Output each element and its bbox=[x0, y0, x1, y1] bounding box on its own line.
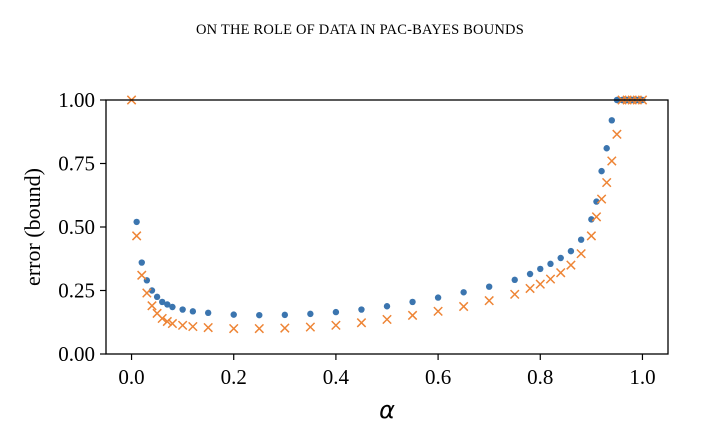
y-tick-label: 0.50 bbox=[58, 215, 95, 239]
data-point bbox=[566, 260, 576, 270]
data-point bbox=[162, 316, 173, 327]
data-point bbox=[280, 323, 290, 333]
data-point bbox=[204, 309, 212, 317]
data-point bbox=[169, 303, 176, 311]
data-point bbox=[586, 231, 597, 241]
series-2 bbox=[126, 95, 648, 334]
data-point bbox=[177, 320, 188, 331]
data-point bbox=[603, 145, 610, 152]
data-point bbox=[382, 314, 392, 325]
data-point bbox=[484, 295, 494, 306]
data-point bbox=[485, 283, 493, 290]
data-point bbox=[557, 254, 564, 262]
data-point bbox=[159, 298, 166, 306]
data-point bbox=[307, 310, 314, 318]
data-point bbox=[131, 231, 142, 241]
data-point bbox=[567, 247, 575, 255]
data-point bbox=[591, 212, 602, 222]
x-tick-label: 0.4 bbox=[323, 365, 350, 389]
data-point bbox=[164, 301, 171, 308]
data-point bbox=[537, 265, 544, 273]
data-point bbox=[142, 288, 152, 298]
data-point bbox=[511, 276, 518, 284]
y-axis-ticks: 0.00 0.25 0.50 0.75 1.00 bbox=[58, 88, 106, 366]
data-point bbox=[596, 194, 607, 204]
data-point bbox=[281, 311, 289, 319]
plot-frame bbox=[105, 99, 669, 355]
data-point bbox=[228, 323, 239, 334]
data-point bbox=[535, 279, 546, 289]
data-point bbox=[576, 248, 586, 259]
data-point bbox=[147, 301, 157, 311]
data-point bbox=[509, 289, 520, 300]
x-tick-label: 0.8 bbox=[527, 365, 553, 389]
data-point bbox=[383, 303, 391, 310]
data-point bbox=[547, 260, 554, 268]
data-point bbox=[179, 306, 186, 313]
data-point bbox=[526, 270, 534, 278]
data-point bbox=[133, 218, 140, 226]
data-point bbox=[331, 320, 341, 331]
x-axis-ticks: 0.0 0.2 0.4 0.6 0.8 1.0 bbox=[118, 354, 656, 389]
y-tick-label: 0.00 bbox=[58, 342, 95, 366]
data-marks bbox=[126, 95, 648, 334]
data-point bbox=[305, 322, 316, 332]
y-tick-label: 1.00 bbox=[58, 88, 95, 112]
data-point bbox=[157, 313, 167, 324]
data-point bbox=[607, 156, 617, 166]
y-axis-label: error (bound) bbox=[20, 168, 45, 286]
data-point bbox=[433, 306, 443, 317]
data-point bbox=[555, 267, 566, 278]
data-point bbox=[137, 270, 147, 280]
data-point bbox=[230, 311, 237, 318]
data-point bbox=[434, 294, 442, 301]
data-point bbox=[525, 283, 535, 294]
running-header: ON THE ROLE OF DATA IN PAC-BAYES BOUNDS bbox=[196, 22, 524, 38]
data-point bbox=[358, 306, 365, 313]
data-point bbox=[409, 298, 416, 306]
data-point bbox=[577, 236, 585, 243]
data-point bbox=[167, 318, 178, 329]
data-point bbox=[332, 308, 340, 316]
data-point bbox=[256, 311, 263, 319]
data-point bbox=[138, 259, 145, 266]
data-point bbox=[598, 167, 605, 175]
data-point bbox=[153, 293, 161, 301]
data-point bbox=[601, 177, 612, 188]
x-axis-label: α bbox=[379, 396, 395, 424]
y-tick-label: 0.25 bbox=[58, 279, 95, 303]
data-point bbox=[458, 301, 469, 312]
data-point bbox=[545, 274, 556, 284]
y-tick-label: 0.75 bbox=[58, 152, 95, 176]
data-point bbox=[407, 310, 418, 321]
data-point bbox=[460, 289, 467, 296]
data-point bbox=[189, 308, 197, 315]
x-tick-label: 1.0 bbox=[629, 365, 655, 389]
data-point bbox=[203, 322, 213, 333]
data-point bbox=[612, 129, 622, 140]
x-tick-label: 0.2 bbox=[221, 365, 247, 389]
data-point bbox=[356, 318, 367, 328]
data-point bbox=[608, 117, 615, 124]
series-1 bbox=[133, 96, 646, 319]
data-point bbox=[188, 321, 198, 332]
x-tick-label: 0.0 bbox=[118, 365, 144, 389]
data-point bbox=[254, 323, 265, 334]
x-tick-label: 0.6 bbox=[425, 365, 451, 389]
